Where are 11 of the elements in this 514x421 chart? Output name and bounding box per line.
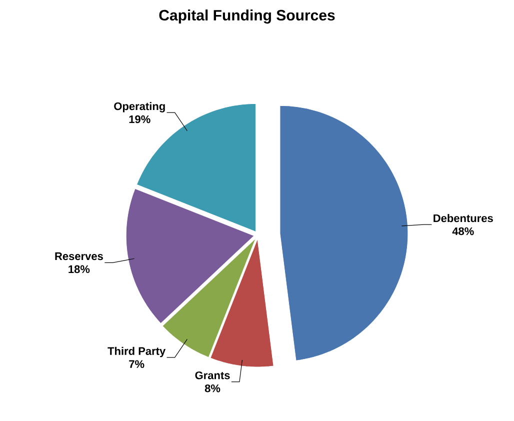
slice-label: Grants: [195, 371, 230, 380]
slice-label: Third Party: [108, 346, 166, 358]
slice-label: Debentures: [434, 214, 493, 222]
data-label: 7%: [129, 360, 144, 368]
data-label: 48%: [452, 227, 474, 236]
data-label: 19%: [129, 115, 150, 124]
slice-label: Operating: [114, 102, 165, 112]
chart-title: Capital Funding Sources: [159, 10, 335, 24]
slice-label: Reserves: [55, 252, 103, 260]
data-label: 8%: [204, 384, 220, 392]
data-label: 18%: [68, 265, 90, 274]
